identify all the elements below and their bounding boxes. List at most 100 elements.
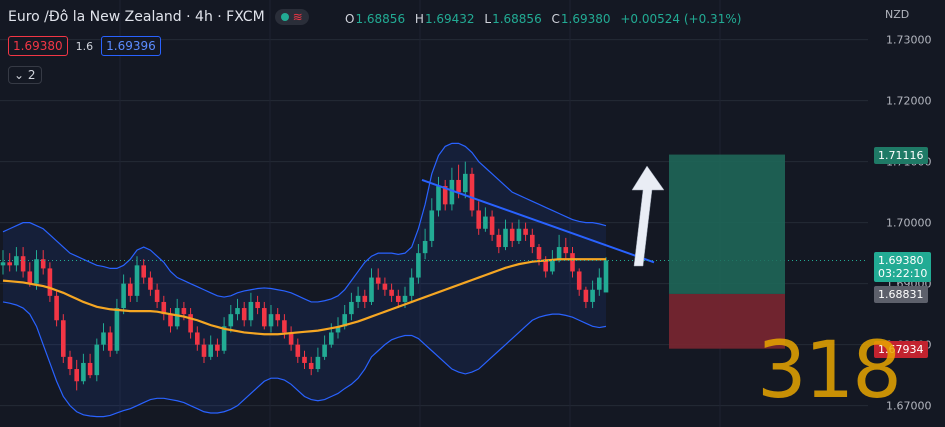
candle-body (248, 301, 254, 321)
chevron-down-icon: ⌄ (14, 68, 25, 82)
high-label: H (414, 12, 424, 26)
price-tick-label: 1.67000 (886, 400, 932, 413)
take-profit-zone[interactable] (669, 154, 785, 294)
trend-line[interactable] (421, 179, 655, 264)
change-value: +0.00524 (+0.31%) (620, 12, 742, 26)
candle-body (382, 283, 388, 290)
candle-body (215, 344, 220, 351)
candle-body (262, 308, 267, 327)
candle-body (416, 253, 421, 278)
candle-body (87, 362, 93, 376)
candle-body (208, 344, 213, 357)
candle-body (201, 344, 207, 357)
candle-body (268, 314, 274, 327)
candle-body (396, 295, 401, 302)
wave-icon: ≋ (292, 10, 303, 24)
open-label: O (345, 12, 355, 26)
candle-body (168, 314, 173, 327)
candle-body (221, 326, 227, 351)
symbol-title[interactable]: Euro /Đô la New Zealand · 4h · FXCM (8, 9, 265, 25)
candle-body (597, 277, 602, 290)
candle-body (483, 216, 488, 229)
candle-body (342, 314, 347, 327)
candle-body (148, 277, 153, 290)
candle-body (369, 277, 374, 302)
candle-body (114, 308, 120, 351)
candle-body (81, 362, 86, 382)
candle-body (509, 228, 515, 241)
candle-body (550, 259, 555, 272)
candle-body (429, 210, 435, 241)
candle-body (275, 314, 280, 321)
entry-price-label: 1.68831 (874, 285, 928, 303)
candle-body (94, 344, 100, 376)
candle-body (355, 295, 361, 302)
last-price-label: 1.69380 03:22:10 (874, 252, 932, 283)
open-value: 1.68856 (355, 12, 406, 26)
candle-body (563, 247, 569, 254)
candle-body (335, 326, 341, 333)
candle-body (34, 259, 39, 284)
candle-body (141, 265, 146, 278)
candle-body (375, 277, 381, 284)
candle-body (536, 247, 542, 260)
candle-body (402, 295, 408, 302)
candle-body (302, 356, 307, 363)
candle-body (101, 332, 106, 345)
candle-body (530, 234, 535, 248)
candle-body (476, 210, 481, 229)
stop-loss-zone[interactable] (669, 293, 785, 349)
candle-body (556, 247, 562, 260)
candle-body (523, 228, 528, 235)
trade-buttons: 1.69380 1.6 1.69396 (8, 36, 161, 56)
candle-body (74, 369, 79, 382)
status-dot-icon (280, 13, 289, 21)
candle-body (590, 289, 595, 302)
currency-label[interactable]: NZD (885, 8, 910, 21)
price-tick-label: 1.70000 (886, 217, 932, 230)
candle-body (107, 332, 113, 351)
candle-body (409, 277, 414, 296)
price-tick-label: 1.73000 (886, 34, 932, 47)
buy-button[interactable]: 1.69396 (101, 36, 161, 56)
candle-body (496, 234, 502, 248)
candle-body (349, 301, 354, 315)
stop-price-label: 1.67934 (874, 340, 928, 358)
candle-body (61, 320, 66, 357)
up-arrow-icon[interactable] (631, 165, 665, 267)
candle-body (543, 259, 548, 272)
candle-body (503, 228, 508, 248)
candle-body (154, 289, 160, 302)
candle-body (456, 179, 461, 193)
candle-body (295, 344, 301, 357)
bollinger-band-fill (3, 143, 606, 417)
indicator-pill[interactable]: ≋ (274, 9, 309, 25)
candle-body (308, 362, 314, 370)
candle-body (442, 186, 448, 205)
candle-body (570, 253, 575, 272)
close-label: C (551, 12, 560, 26)
candle-body (282, 320, 287, 333)
candle-body (121, 283, 126, 309)
candle-body (128, 283, 133, 296)
low-value: 1.68856 (492, 12, 542, 26)
moving-average-line (2, 258, 606, 336)
candle-body (315, 356, 321, 370)
candle-body (40, 259, 46, 269)
candle-body (322, 344, 327, 357)
candle-body (7, 262, 12, 266)
candle-body (489, 216, 495, 235)
candle-body (0, 262, 6, 266)
last-price-value: 1.69380 (878, 254, 924, 268)
candle-body (288, 332, 294, 345)
candle-body (516, 228, 522, 241)
watermark-number: 318 (757, 326, 902, 416)
candle-body (583, 289, 589, 302)
collapse-indicators-button[interactable]: ⌄ 2 (8, 66, 42, 84)
bollinger-upper-band (2, 142, 607, 303)
candle-body (422, 240, 428, 254)
candle-body (255, 301, 260, 309)
sell-button[interactable]: 1.69380 (8, 36, 68, 56)
candle-body (603, 260, 609, 293)
